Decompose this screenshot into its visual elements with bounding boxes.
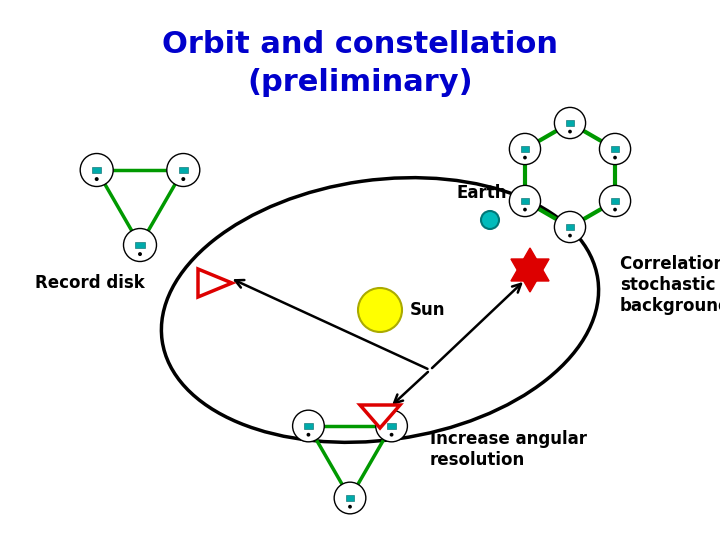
Circle shape: [523, 208, 527, 212]
Text: (preliminary): (preliminary): [247, 68, 473, 97]
Bar: [387, 423, 396, 429]
Text: Sun: Sun: [410, 301, 446, 319]
Circle shape: [334, 482, 366, 514]
Circle shape: [80, 153, 113, 186]
Circle shape: [390, 433, 393, 437]
Text: Correlation for
stochastic
background: Correlation for stochastic background: [620, 255, 720, 315]
Bar: [304, 423, 312, 429]
Circle shape: [613, 156, 617, 159]
Circle shape: [348, 505, 352, 509]
Circle shape: [568, 234, 572, 238]
Bar: [92, 167, 102, 173]
Circle shape: [181, 177, 185, 181]
Bar: [521, 198, 529, 204]
Circle shape: [509, 133, 541, 165]
Circle shape: [376, 410, 408, 442]
Bar: [179, 167, 188, 173]
Text: Increase angular
resolution: Increase angular resolution: [430, 430, 587, 469]
Circle shape: [95, 177, 99, 181]
Bar: [346, 495, 354, 501]
Bar: [135, 242, 145, 248]
Circle shape: [124, 228, 156, 261]
Polygon shape: [511, 259, 549, 292]
Circle shape: [167, 153, 200, 186]
Circle shape: [568, 130, 572, 133]
Polygon shape: [360, 405, 400, 428]
Circle shape: [307, 433, 310, 437]
Circle shape: [138, 252, 142, 256]
Bar: [611, 198, 619, 204]
Text: Record disk: Record disk: [35, 274, 145, 292]
Circle shape: [554, 211, 585, 242]
Circle shape: [613, 208, 617, 212]
Circle shape: [523, 156, 527, 159]
Circle shape: [509, 185, 541, 217]
Text: Orbit and constellation: Orbit and constellation: [162, 30, 558, 59]
Circle shape: [600, 185, 631, 217]
Text: Earth: Earth: [456, 184, 508, 202]
Bar: [566, 120, 575, 126]
Circle shape: [554, 107, 585, 139]
Bar: [566, 224, 575, 230]
Circle shape: [358, 288, 402, 332]
Circle shape: [292, 410, 324, 442]
Bar: [611, 146, 619, 152]
Polygon shape: [198, 269, 232, 297]
Polygon shape: [511, 248, 549, 281]
Circle shape: [481, 211, 499, 229]
Bar: [521, 146, 529, 152]
Circle shape: [600, 133, 631, 165]
